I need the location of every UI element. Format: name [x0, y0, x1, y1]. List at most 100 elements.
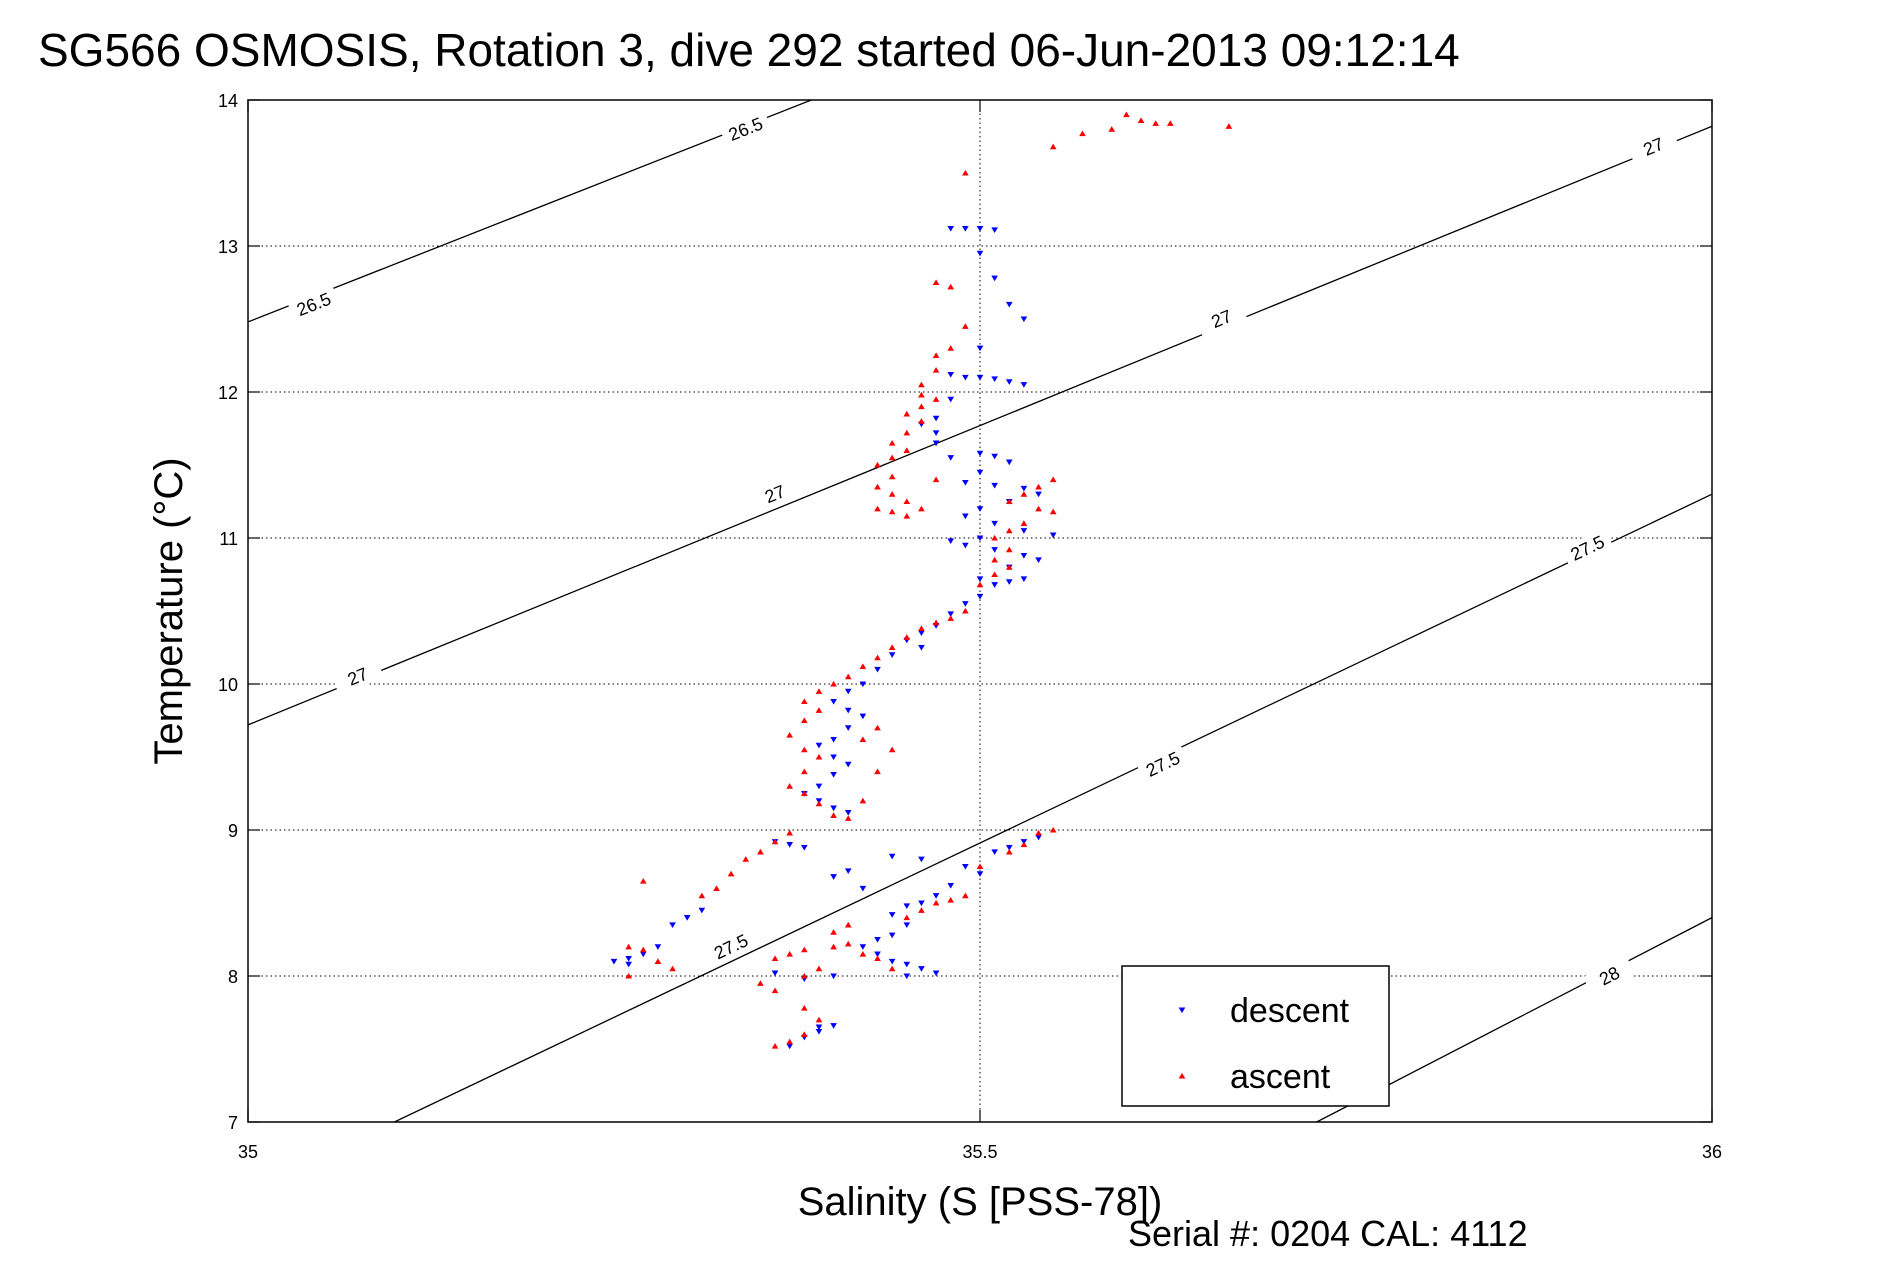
descent-point	[932, 415, 940, 422]
ascent-point	[932, 619, 940, 626]
grid	[248, 100, 1712, 1122]
ascent-point	[918, 907, 925, 913]
ascent-point	[888, 439, 896, 446]
ascent-point	[815, 753, 823, 760]
ascent-point	[1049, 143, 1057, 150]
descent-point	[947, 611, 955, 618]
isopycnal-line	[394, 493, 1712, 1122]
descent-point	[903, 903, 911, 910]
ascent-point	[669, 965, 676, 972]
isopycnal-label-bg	[1627, 127, 1680, 166]
ascent-point	[1035, 483, 1042, 490]
y-tick-label: 11	[219, 529, 238, 549]
ascent-point	[874, 955, 881, 962]
descent-point	[888, 958, 896, 965]
ascent-point	[771, 987, 779, 994]
descent-point	[976, 374, 984, 381]
ascent-point	[888, 491, 896, 497]
ascent-point	[932, 366, 940, 373]
ascent-point	[1005, 564, 1013, 570]
ascent-point	[991, 534, 998, 541]
descent-point	[888, 853, 896, 860]
descent-point	[610, 958, 618, 965]
descent-point	[888, 932, 896, 939]
ascent-point	[1035, 505, 1042, 512]
y-tick-label: 12	[218, 383, 238, 403]
ascent-point	[874, 461, 881, 468]
ascent-point	[1005, 546, 1013, 553]
ascent-point	[830, 929, 837, 935]
ascent-point	[800, 698, 808, 705]
ascent-point	[1020, 520, 1028, 526]
ascent-point	[1035, 829, 1042, 836]
descent-point	[932, 430, 940, 436]
y-tick-label: 14	[218, 91, 238, 111]
descent-point	[1020, 382, 1028, 388]
ascent-point	[859, 950, 867, 957]
descent-point	[991, 520, 998, 527]
ascent-point	[815, 965, 823, 972]
ascent-point	[947, 283, 955, 290]
descent-point	[888, 652, 896, 658]
ascent-point	[859, 797, 867, 804]
ascent-point	[1137, 117, 1145, 123]
ascent-point	[918, 391, 925, 398]
descent-point	[976, 506, 984, 512]
descent-point	[976, 225, 984, 232]
descent-point	[874, 951, 881, 958]
ascent-point	[1152, 120, 1160, 126]
descent-point	[991, 227, 998, 234]
ascent-point	[1123, 111, 1130, 118]
descent-point	[1035, 491, 1042, 498]
descent-point	[1020, 485, 1028, 492]
ascent-point	[1049, 476, 1057, 483]
ascent-point	[918, 418, 925, 424]
descent-point	[815, 1028, 823, 1035]
descent-point	[962, 225, 969, 232]
ascent-point	[903, 410, 911, 417]
descent-point	[962, 513, 969, 520]
ascent-point	[1020, 841, 1028, 848]
descent-point	[991, 275, 998, 282]
ascent-point	[625, 972, 632, 979]
descent-point	[947, 225, 955, 232]
descent-point	[830, 1023, 837, 1029]
descent-point	[844, 868, 852, 874]
ascent-point	[815, 1016, 823, 1023]
ascent-point	[786, 829, 794, 836]
y-tick-label: 9	[228, 821, 238, 841]
ascent-point	[962, 323, 969, 329]
ascent-point	[786, 950, 794, 957]
descent-point	[625, 955, 632, 962]
x-tick-label: 35	[238, 1142, 258, 1162]
ascent-point	[888, 965, 896, 972]
ascent-point	[1079, 130, 1086, 137]
descent-point	[976, 450, 984, 457]
ascent-point	[874, 724, 881, 731]
ascent-point	[918, 381, 925, 388]
ascent-point	[991, 556, 998, 563]
ascent-point	[771, 838, 779, 845]
descent-point	[654, 944, 662, 950]
ascent-point	[771, 1042, 779, 1049]
ascent-point	[786, 783, 794, 789]
ascent-point	[844, 815, 852, 821]
ascent-point	[786, 1038, 794, 1045]
descent-point	[991, 547, 998, 553]
ascent-point	[815, 688, 823, 694]
ascent-point	[918, 505, 925, 512]
descent-point	[844, 725, 852, 731]
ascent-point	[815, 707, 823, 713]
descent-point	[786, 842, 794, 848]
descent-point	[1035, 557, 1042, 564]
ascent-point	[771, 955, 779, 962]
descent-point	[903, 961, 911, 968]
ascent-point	[932, 279, 940, 286]
ascent-point	[1049, 508, 1057, 515]
y-tick-label: 10	[218, 675, 238, 695]
ascent-point	[1225, 123, 1233, 129]
ascent-point	[903, 914, 911, 921]
ascent-point	[962, 607, 969, 614]
ascent-point	[947, 345, 955, 351]
descent-point	[844, 688, 852, 695]
